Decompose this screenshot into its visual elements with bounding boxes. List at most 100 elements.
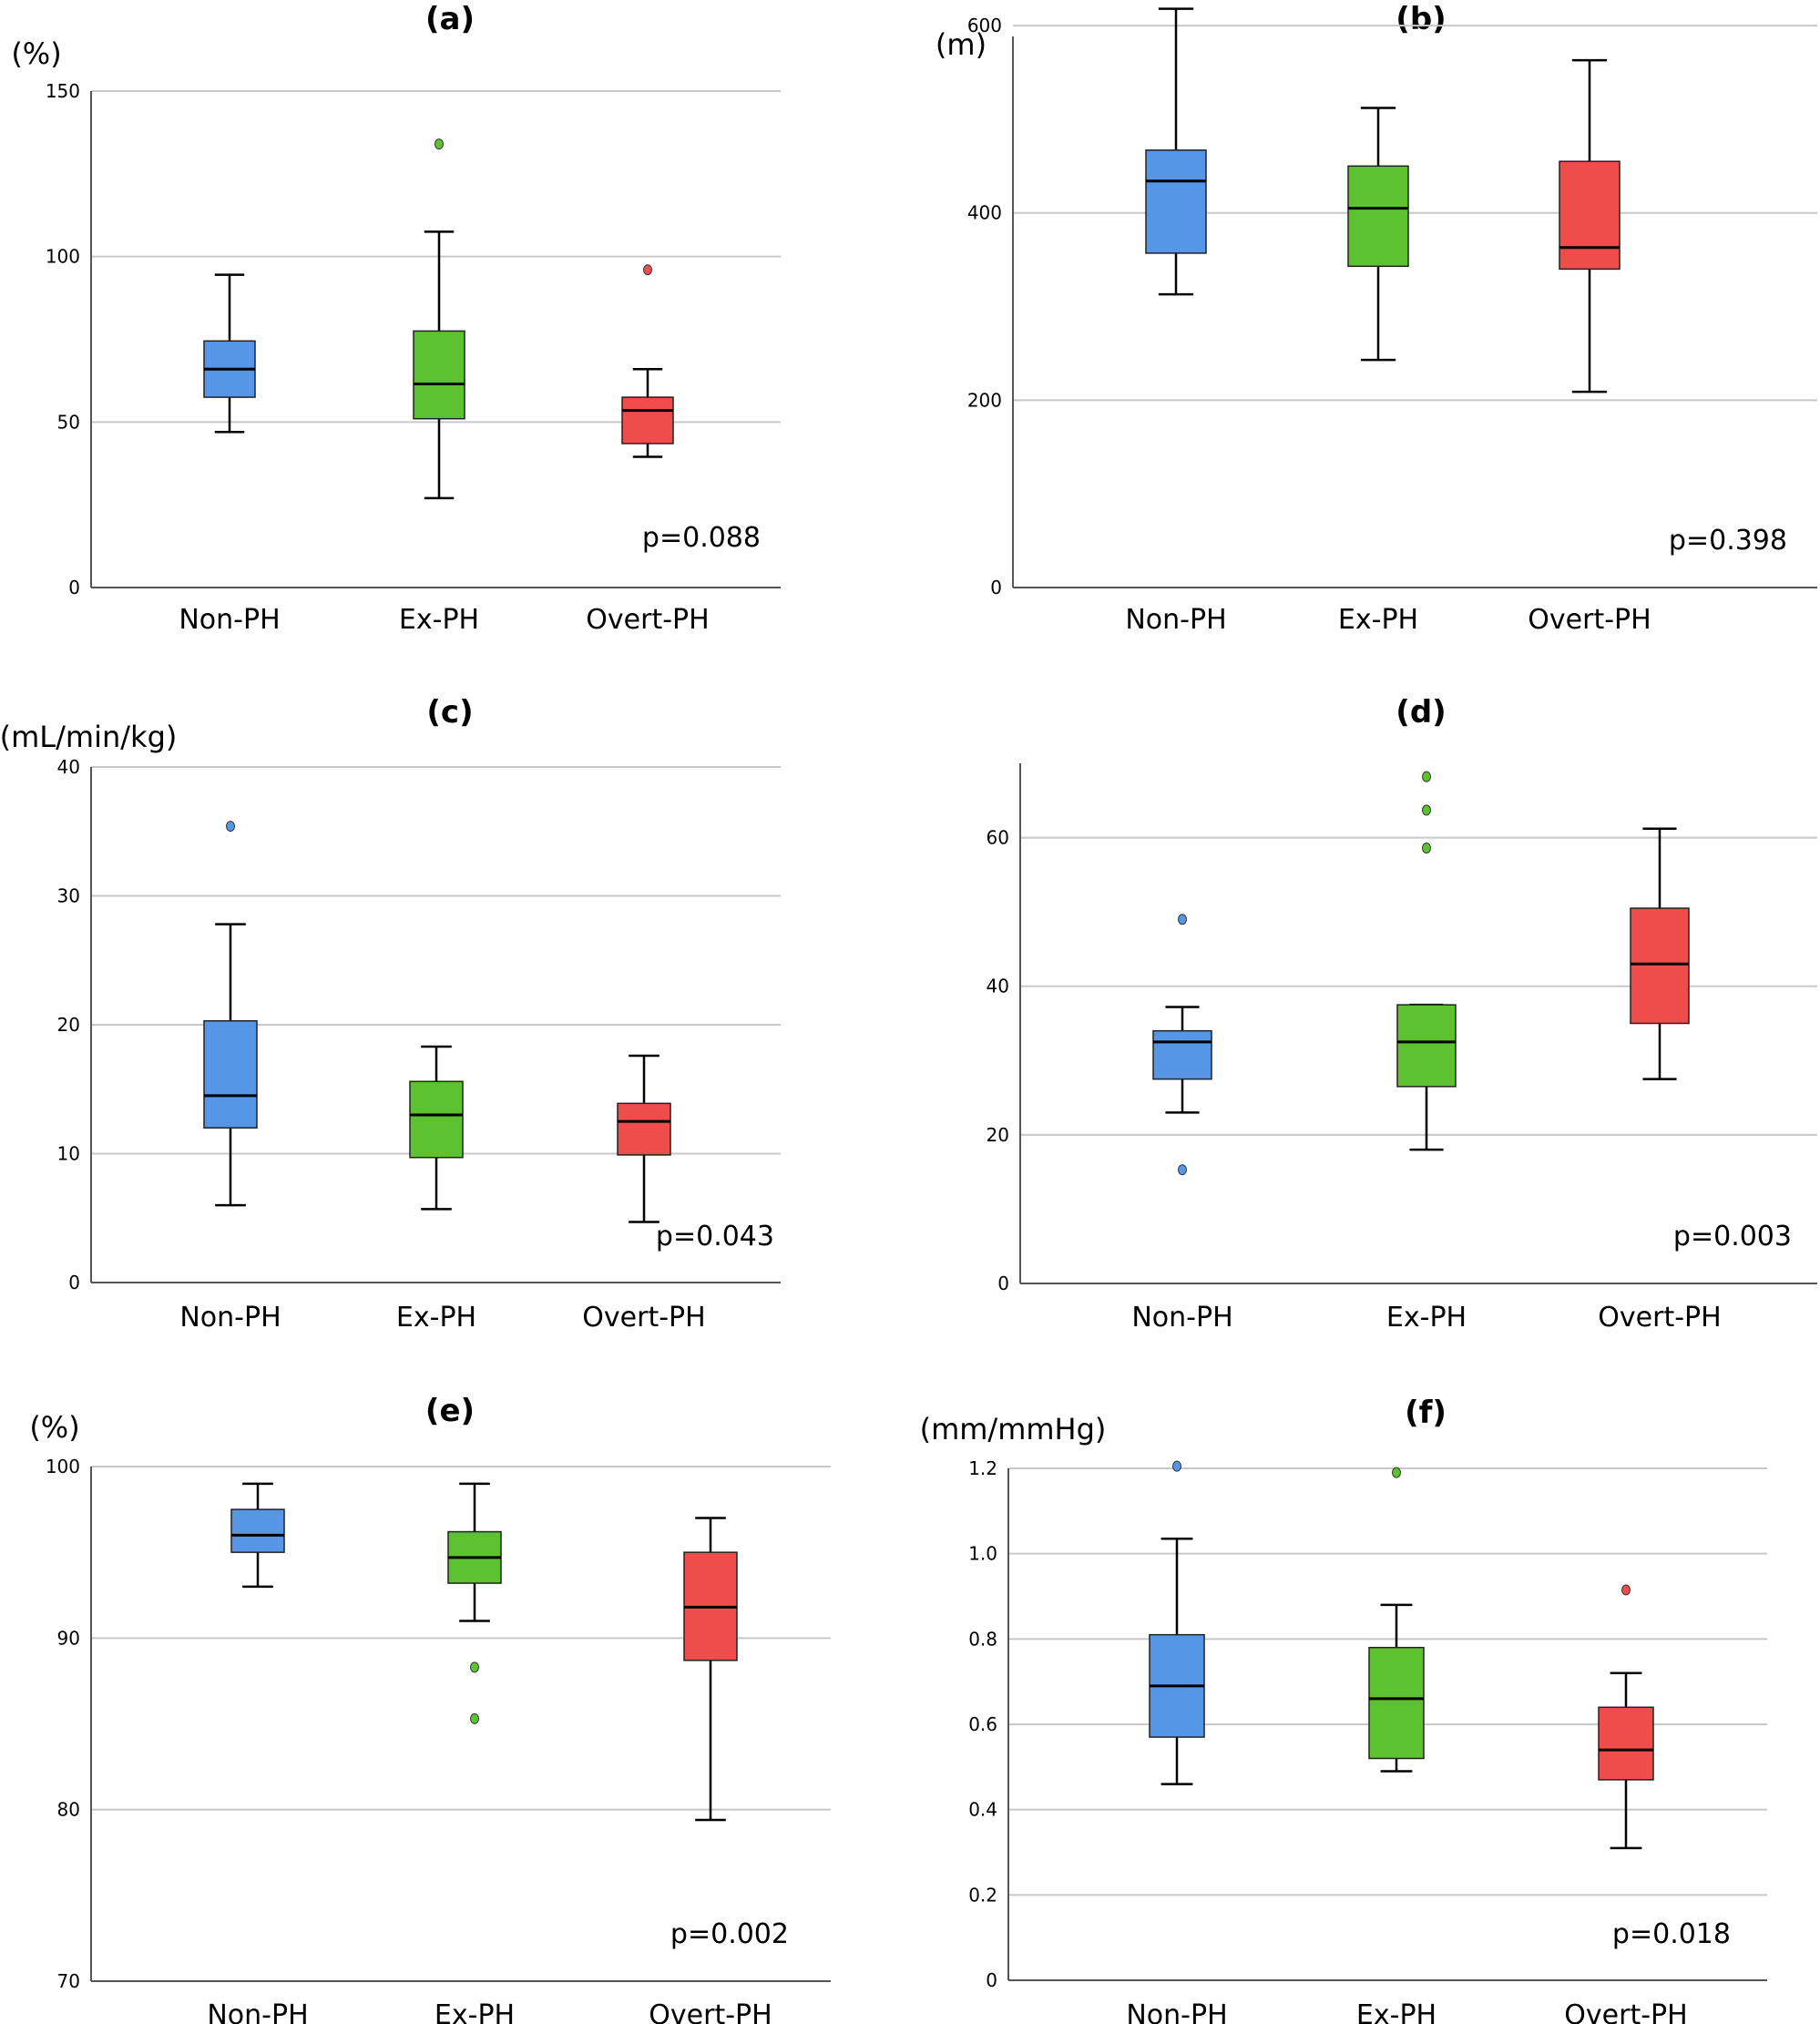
box-non-ph: [1145, 7, 1207, 296]
box-overt-ph: [1630, 827, 1690, 1080]
box-overt-ph: [1559, 58, 1621, 394]
box-non-ph: [1149, 1460, 1205, 1785]
y-tick-label: 100: [46, 1456, 80, 1477]
x-category-label: Non-PH: [179, 1302, 281, 1334]
box-non-ph: [203, 273, 256, 434]
iqr-box: [1396, 1004, 1457, 1088]
outlier-point: [1172, 1460, 1181, 1472]
outlier-point: [1422, 842, 1431, 854]
y-tick-label: 0.6: [968, 1713, 997, 1735]
y-tick-label: 1.2: [968, 1457, 997, 1479]
outlier-point: [435, 138, 444, 150]
y-tick-label: 100: [46, 246, 80, 268]
box-non-ph: [230, 1482, 285, 1589]
y-tick-label: 70: [57, 1970, 80, 1992]
outlier-point: [1422, 804, 1431, 816]
y-tick-label: 20: [987, 1124, 1009, 1146]
box-overt-ph: [617, 1054, 671, 1223]
outlier-point: [226, 821, 235, 833]
y-tick-label: 0: [997, 1273, 1009, 1294]
x-category-label: Overt-PH: [1528, 604, 1651, 636]
x-category-label: Overt-PH: [649, 1999, 772, 2024]
panel-title: (d): [1396, 694, 1446, 731]
y-tick-label: 1.0: [968, 1543, 997, 1565]
panel-d: (d) 0 20 40 60 Non-PH Ex-PH Overt-PH p=0.003: [987, 694, 1817, 1334]
outlier-point: [1392, 1467, 1401, 1478]
iqr-box: [621, 396, 674, 445]
box-ex-ph: [447, 1482, 502, 1724]
x-category-label: Ex-PH: [1386, 1302, 1467, 1334]
p-value-annotation: p=0.002: [670, 1918, 789, 1950]
y-tick-label: 50: [57, 411, 80, 433]
box-overt-ph: [683, 1517, 738, 1822]
outlier-point: [1178, 1164, 1187, 1176]
x-category-label: Non-PH: [179, 604, 280, 636]
x-category-label: Ex-PH: [1338, 604, 1418, 636]
y-tick-label: 40: [987, 976, 1009, 997]
iqr-box: [230, 1508, 285, 1553]
iqr-box: [1559, 160, 1621, 271]
box-ex-ph: [409, 1045, 464, 1211]
x-category-label: Ex-PH: [435, 1999, 515, 2024]
y-tick-label: 0.2: [968, 1884, 997, 1906]
x-category-label: Non-PH: [207, 1999, 308, 2024]
outlier-point: [470, 1712, 479, 1724]
box-non-ph: [203, 821, 258, 1207]
box-non-ph: [1152, 914, 1212, 1176]
y-tick-label: 40: [57, 756, 80, 778]
panel-c: (c) (mL/min/kg) 0 10 20 30 40 Non-PH Ex-PH Overt-…: [0, 694, 781, 1334]
y-axis-unit-label: (m): [936, 27, 987, 62]
x-category-label: Non-PH: [1125, 604, 1226, 636]
iqr-box: [409, 1080, 464, 1159]
y-tick-label: 20: [57, 1014, 80, 1036]
y-axis-unit-label: (mm/mmHg): [920, 1412, 1107, 1446]
x-category-label: Ex-PH: [1356, 1999, 1437, 2024]
iqr-box: [1630, 907, 1690, 1025]
x-category-label: Overt-PH: [1564, 1999, 1687, 2024]
p-value-annotation: p=0.398: [1669, 525, 1787, 557]
iqr-box: [1347, 165, 1409, 268]
y-tick-label: 80: [57, 1799, 80, 1821]
x-category-label: Non-PH: [1126, 1999, 1227, 2024]
panel-title: (c): [426, 694, 473, 731]
panel-title: (f): [1405, 1395, 1447, 1431]
x-category-label: Ex-PH: [399, 604, 479, 636]
y-tick-label: 60: [987, 827, 1009, 849]
outlier-point: [470, 1661, 479, 1673]
y-tick-label: 0.4: [968, 1799, 997, 1821]
iqr-box: [1145, 149, 1207, 254]
x-category-label: Non-PH: [1131, 1302, 1232, 1334]
box-overt-ph: [621, 264, 674, 458]
panel-title: (e): [425, 1393, 475, 1429]
p-value-annotation: p=0.043: [656, 1221, 774, 1252]
y-tick-label: 30: [57, 885, 80, 907]
y-tick-label: 150: [46, 80, 80, 102]
iqr-box: [413, 330, 465, 420]
p-value-annotation: p=0.003: [1673, 1221, 1792, 1252]
outlier-point: [1178, 914, 1187, 925]
box-ex-ph: [413, 138, 465, 500]
outlier-point: [1621, 1584, 1631, 1596]
x-category-label: Overt-PH: [1598, 1302, 1721, 1334]
iqr-box: [617, 1102, 671, 1156]
y-tick-label: 400: [967, 202, 1002, 224]
y-axis-unit-label: (%): [11, 36, 61, 71]
y-axis-unit-label: (%): [29, 1410, 79, 1445]
box-ex-ph: [1396, 771, 1457, 1151]
iqr-box: [203, 1020, 258, 1129]
y-tick-label: 0: [68, 577, 80, 598]
y-tick-label: 600: [967, 15, 1002, 36]
outlier-point: [643, 264, 652, 276]
box-ex-ph: [1347, 107, 1409, 362]
x-category-label: Ex-PH: [396, 1302, 476, 1334]
panel-title: (b): [1396, 1, 1446, 37]
iqr-box: [1152, 1029, 1212, 1080]
y-axis-unit-label: (mL/min/kg): [0, 720, 177, 754]
y-tick-label: 200: [967, 389, 1002, 411]
y-tick-label: 10: [57, 1143, 80, 1165]
y-tick-label: 90: [57, 1627, 80, 1649]
panel-e: (e) (%) 70 80 90 100 Non-PH Ex-PH Overt-PH p=0.00…: [29, 1393, 831, 2024]
p-value-annotation: p=0.088: [642, 522, 761, 554]
iqr-box: [1368, 1646, 1425, 1760]
